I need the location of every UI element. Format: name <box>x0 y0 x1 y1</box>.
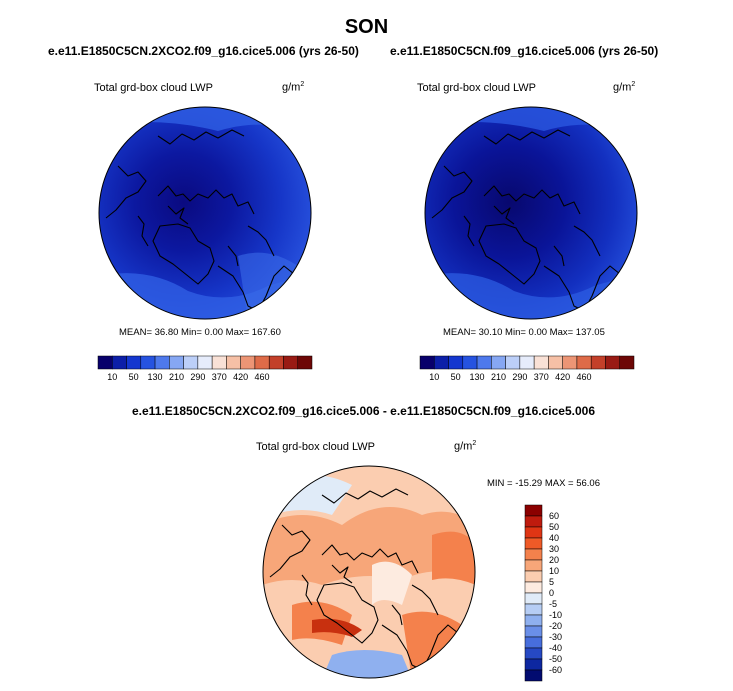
difference-title: e.e11.E1850C5CN.2XCO2.f09_g16.cice5.006 … <box>132 404 595 418</box>
panel3-colorbar-tick-label: -10 <box>549 610 562 620</box>
panel1-colorbar-swatch <box>112 355 127 370</box>
panel2-colorbar-swatch <box>419 355 435 370</box>
panel3-units: g/m2 <box>454 440 477 453</box>
panel3-difference-map <box>262 465 476 679</box>
panel1-colorbar-swatch <box>97 355 113 370</box>
panel3-colorbar-tick-label: -60 <box>549 665 562 675</box>
panel3-colorbar-swatch <box>524 570 543 583</box>
panel3-colorbar-tick-label: -50 <box>549 654 562 664</box>
panel3-colorbar-swatch <box>524 581 543 594</box>
panel2-polar-map <box>424 106 638 320</box>
panel1-colorbar-tick-label: 370 <box>212 372 227 382</box>
panel3-colorbar-swatch <box>524 526 543 539</box>
panel3-colorbar-tick-label: 40 <box>549 533 559 543</box>
panel2-colorbar-swatch <box>605 355 620 370</box>
panel2-colorbar-tick-label: 290 <box>512 372 527 382</box>
panel1-case-title: e.e11.E1850C5CN.2XCO2.f09_g16.cice5.006 … <box>48 44 359 58</box>
panel2-colorbar-tick-label: 10 <box>429 372 439 382</box>
panel1-colorbar-swatch <box>283 355 298 370</box>
panel3-colorbar-swatch <box>524 548 543 561</box>
panel2-colorbar-tick-label: 420 <box>555 372 570 382</box>
panel1-colorbar-tick-label: 420 <box>233 372 248 382</box>
panel1-colorbar: 10 50 130 210 290 370 420 460 <box>97 355 313 382</box>
panel1-colorbar-swatch <box>211 355 227 370</box>
panel3-colorbar-swatch <box>524 647 543 660</box>
panel1-colorbar-swatch <box>226 355 241 370</box>
panel3-colorbar-swatch <box>524 636 543 649</box>
panel1-colorbar-swatch <box>297 355 313 370</box>
panel1-colorbar-tick-label: 210 <box>169 372 184 382</box>
panel2-colorbar-tick-label: 130 <box>470 372 485 382</box>
panel1-colorbar-swatch <box>154 355 170 370</box>
panel3-colorbar-tick-label: -40 <box>549 643 562 653</box>
panel2-colorbar-swatch <box>434 355 449 370</box>
panel3-colorbar-tick-label: 60 <box>549 511 559 521</box>
panel1-colorbar-swatch <box>140 355 156 370</box>
panel3-variable-label: Total grd-box cloud LWP <box>256 441 376 453</box>
panel2-colorbar-tick-label: 370 <box>534 372 549 382</box>
panel3-colorbar-tick-label: 20 <box>549 555 559 565</box>
panel1-colorbar-swatch <box>240 355 256 370</box>
panel1-colorbar-tick-label: 10 <box>107 372 117 382</box>
panel3-colorbar-tick-label: -30 <box>549 632 562 642</box>
panel2-colorbar: 10 50 130 210 290 370 420 460 <box>419 355 635 382</box>
panel1-colorbar-tick-label: 290 <box>190 372 205 382</box>
panel2-colorbar-swatch <box>619 355 635 370</box>
panel2-colorbar-swatch <box>505 355 521 370</box>
panel2-colorbar-swatch <box>590 355 606 370</box>
panel3-colorbar-tick-label: -5 <box>549 599 557 609</box>
panel2-colorbar-swatch <box>562 355 578 370</box>
panel3-colorbar-swatch <box>524 625 543 638</box>
panel2-colorbar-swatch <box>491 355 506 370</box>
panel2-colorbar-swatch <box>462 355 478 370</box>
panel2-colorbar-swatch <box>476 355 492 370</box>
panel3-colorbar-swatch <box>524 537 543 550</box>
panel1-units: g/m2 <box>282 81 305 94</box>
panel3-colorbar-tick-label: 5 <box>549 577 554 587</box>
panel2-colorbar-tick-label: 460 <box>577 372 592 382</box>
panel3-colorbar-swatch <box>524 515 543 528</box>
panel2-case-title: e.e11.E1850C5CN.f09_g16.cice5.006 (yrs 2… <box>390 44 659 58</box>
panel3-colorbar-swatch <box>524 559 543 572</box>
panel3-colorbar-tick-label: 50 <box>549 522 559 532</box>
panel1-colorbar-swatch <box>197 355 213 370</box>
panel2-colorbar-swatch <box>533 355 549 370</box>
panel1-colorbar-tick-label: 460 <box>255 372 270 382</box>
panel2-colorbar-swatch <box>576 355 592 370</box>
panel2-stats: MEAN= 30.10 Min= 0.00 Max= 137.05 <box>443 327 605 338</box>
panel2-colorbar-tick-label: 50 <box>451 372 461 382</box>
panel3-colorbar-swatch <box>524 603 543 616</box>
panel2-colorbar-swatch <box>519 355 535 370</box>
panel3-colorbar-swatch <box>524 614 543 627</box>
panel1-colorbar-swatch <box>169 355 184 370</box>
panel3-colorbar-swatch <box>524 504 543 517</box>
panel1-variable-label: Total grd-box cloud LWP <box>94 82 214 94</box>
panel1-stats: MEAN= 36.80 Min= 0.00 Max= 167.60 <box>119 327 281 338</box>
panel1-colorbar-swatch <box>126 355 142 370</box>
panel3-colorbar-tick-label: 10 <box>549 566 559 576</box>
panel2-units: g/m2 <box>613 81 636 94</box>
panel1-colorbar-tick-label: 130 <box>148 372 163 382</box>
panel2-colorbar-swatch <box>548 355 563 370</box>
panel1-colorbar-swatch <box>254 355 270 370</box>
panel3-stats: MIN = -15.29 MAX = 56.06 <box>487 478 601 489</box>
panel3-colorbar-tick-label: 30 <box>549 544 559 554</box>
panel1-colorbar-swatch <box>183 355 199 370</box>
panel3-colorbar-swatch <box>524 669 543 682</box>
panel3-colorbar-swatch <box>524 658 543 671</box>
panel1-polar-map <box>98 106 312 320</box>
panel3-colorbar-swatch <box>524 592 543 605</box>
panel3-colorbar-tick-label: -20 <box>549 621 562 631</box>
panel2-colorbar-swatch <box>448 355 464 370</box>
panel2-variable-label: Total grd-box cloud LWP <box>417 82 537 94</box>
panel1-colorbar-swatch <box>268 355 284 370</box>
panel2-colorbar-tick-label: 210 <box>491 372 506 382</box>
panel3-colorbar-tick-label: 0 <box>549 588 554 598</box>
panel1-colorbar-tick-label: 50 <box>129 372 139 382</box>
page-title: SON <box>344 16 389 38</box>
